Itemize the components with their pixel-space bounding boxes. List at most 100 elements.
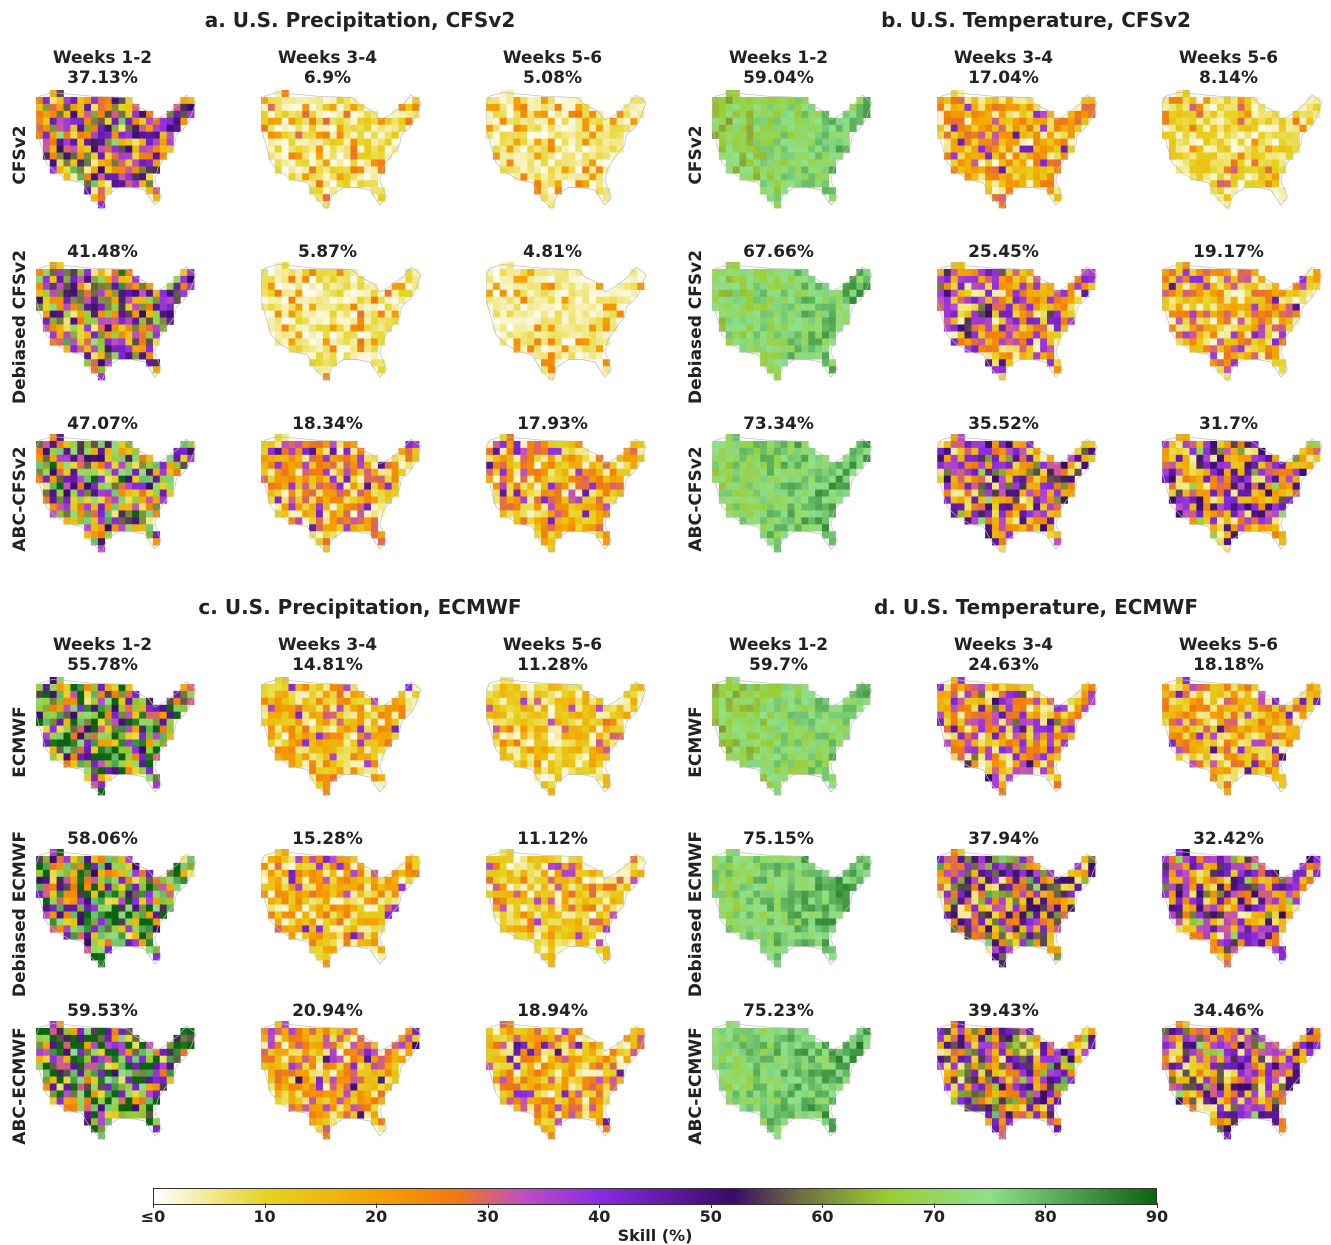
- grid-cell: [1168, 324, 1177, 332]
- grid-cell: [1088, 282, 1096, 291]
- grid-cell: [950, 454, 958, 463]
- grid-cell: [1278, 489, 1287, 497]
- grid-cell: [1019, 303, 1027, 311]
- grid-cell: [1230, 517, 1238, 525]
- grid-cell: [856, 282, 864, 291]
- grid-cell: [712, 124, 720, 132]
- grid-cell: [1217, 282, 1225, 291]
- grid-cell: [329, 510, 337, 518]
- grid-cell: [547, 131, 556, 139]
- grid-cell: [732, 296, 740, 304]
- grid-cell: [1175, 496, 1183, 504]
- grid-cell: [70, 732, 78, 740]
- grid-cell: [70, 739, 78, 747]
- grid-cell: [91, 718, 99, 726]
- grid-cell: [1258, 145, 1266, 153]
- grid-cell: [377, 317, 386, 325]
- grid-cell: [822, 110, 830, 119]
- grid-cell: [1223, 352, 1232, 360]
- grid-cell: [139, 739, 147, 747]
- grid-cell: [1265, 296, 1273, 304]
- grid-cell: [118, 331, 126, 339]
- grid-cell: [534, 345, 542, 353]
- grid-cell: [998, 359, 1007, 367]
- grid-cell: [998, 268, 1007, 277]
- grid-cell: [992, 138, 1000, 146]
- grid-cell: [787, 475, 795, 483]
- grid-cell: [322, 697, 331, 706]
- grid-cell: [118, 110, 126, 119]
- grid-cell: [541, 289, 549, 298]
- grid-cell: [70, 482, 78, 490]
- grid-cell: [732, 138, 740, 146]
- grid-cell: [822, 303, 830, 311]
- grid-cell: [1189, 510, 1197, 518]
- grid-cell: [534, 711, 542, 719]
- grid-cell: [547, 345, 556, 353]
- grid-cell: [739, 461, 747, 470]
- grid-cell: [534, 187, 542, 195]
- grid-cell: [499, 124, 507, 132]
- grid-cell: [274, 489, 282, 497]
- grid-cell: [343, 517, 351, 525]
- grid-cell: [992, 366, 1000, 374]
- grid-cell: [950, 131, 958, 139]
- grid-cell: [1223, 282, 1232, 291]
- grid-cell: [787, 352, 795, 360]
- grid-cell: [1306, 454, 1314, 463]
- grid-cell: [336, 159, 344, 167]
- grid-cell: [261, 718, 269, 726]
- grid-cell: [1060, 152, 1068, 160]
- grid-cell: [1210, 110, 1218, 119]
- grid-cell: [773, 517, 782, 525]
- grid-cell: [1278, 510, 1287, 518]
- grid-cell: [554, 461, 562, 470]
- grid-cell: [1230, 268, 1238, 277]
- grid-cell: [139, 767, 147, 775]
- grid-cell: [575, 711, 583, 719]
- grid-cell: [753, 440, 761, 449]
- grid-cell: [773, 331, 782, 339]
- grid-cell: [139, 517, 147, 525]
- grid-cell: [575, 152, 583, 160]
- grid-cell: [992, 159, 1000, 167]
- grid-cell: [739, 310, 747, 318]
- grid-cell: [596, 282, 604, 291]
- grid-cell: [609, 468, 617, 476]
- grid-cell: [274, 310, 282, 318]
- grid-cell: [1012, 275, 1020, 284]
- grid-cell: [787, 103, 795, 112]
- grid-cell: [364, 718, 372, 726]
- grid-cell: [1053, 366, 1062, 374]
- grid-cell: [773, 510, 782, 518]
- grid-cell: [513, 475, 521, 483]
- grid-cell: [527, 711, 535, 719]
- grid-cell: [1223, 475, 1232, 483]
- grid-cell: [773, 359, 782, 367]
- grid-cell: [712, 447, 720, 456]
- grid-cell: [718, 317, 727, 325]
- grid-cell: [964, 103, 972, 112]
- grid-cell: [794, 173, 802, 181]
- grid-cell: [1175, 296, 1183, 304]
- grid-cell: [49, 489, 57, 497]
- grid-cell: [964, 282, 972, 291]
- grid-cell: [828, 331, 837, 339]
- grid-cell: [1217, 180, 1225, 188]
- grid-cell: [815, 117, 823, 126]
- grid-cell: [322, 760, 331, 768]
- grid-cell: [1210, 275, 1218, 284]
- grid-cell: [1230, 468, 1238, 476]
- grid-cell: [104, 774, 112, 782]
- grid-cell: [1244, 96, 1252, 105]
- grid-cell: [1019, 282, 1027, 291]
- grid-cell: [534, 359, 542, 367]
- grid-cell: [596, 173, 604, 181]
- grid-cell: [554, 359, 562, 367]
- grid-cell: [261, 268, 269, 277]
- grid-cell: [377, 117, 386, 126]
- grid-cell: [718, 124, 727, 132]
- grid-cell: [364, 753, 372, 761]
- grid-cell: [97, 461, 106, 470]
- grid-cell: [822, 289, 830, 298]
